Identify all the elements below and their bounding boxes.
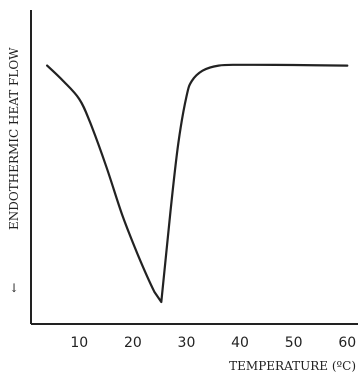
x-tick-label: 30 [178, 335, 196, 351]
x-tick-label: 60 [338, 335, 356, 351]
x-tick-label: 50 [285, 335, 303, 351]
x-tick-label: 10 [70, 335, 88, 351]
x-axis-title: TEMPERATURE (ºC) [229, 359, 356, 373]
x-tick-label: 40 [231, 335, 249, 351]
series-line [46, 63, 349, 304]
y-axis-title: ENDOTHERMIC HEAT FLOW [7, 47, 21, 230]
y-axis-direction-arrow: ↓ [9, 281, 19, 295]
x-tick-label: 20 [124, 335, 142, 351]
x-tick-labels: 10 20 30 40 50 60 [70, 335, 356, 351]
